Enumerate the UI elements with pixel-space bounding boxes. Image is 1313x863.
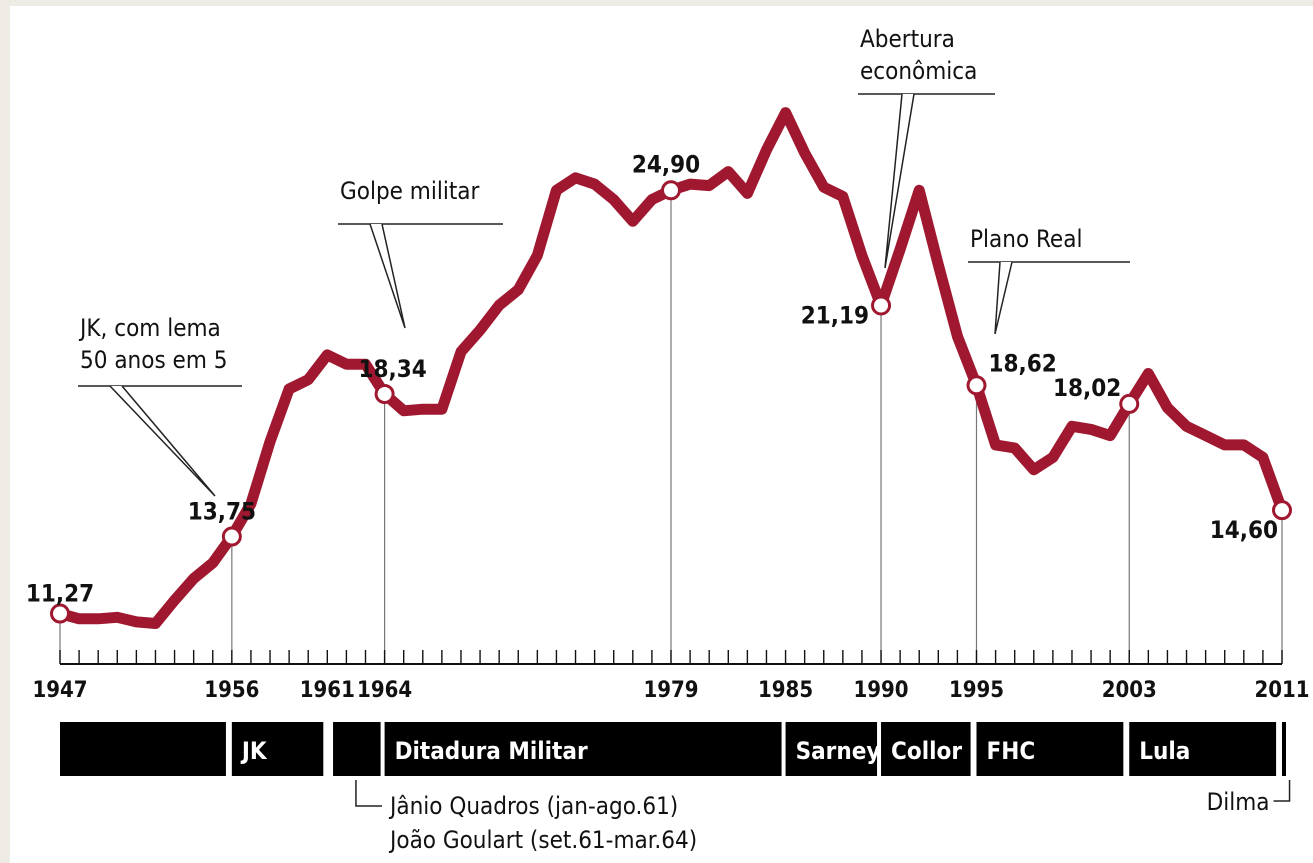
guide-lines <box>59 190 1283 664</box>
x-tick-label: 1985 <box>758 678 813 703</box>
period-label: FHC <box>987 737 1036 765</box>
data-point-marker <box>661 180 681 201</box>
x-tick-label: 1956 <box>204 678 259 703</box>
x-tick-label: 2011 <box>1254 678 1309 703</box>
x-tick-label: 1964 <box>357 678 412 703</box>
period-segment <box>333 722 381 776</box>
callout-pointer <box>369 223 406 329</box>
period-block <box>60 722 226 776</box>
data-point-marker <box>50 603 70 624</box>
period-segment <box>1282 722 1286 776</box>
period-segment: Sarney <box>785 722 881 776</box>
period-segment: Lula <box>1129 722 1277 776</box>
footnote-leader <box>355 780 382 807</box>
x-tick-label: 1979 <box>643 678 698 703</box>
period-segment: FHC <box>976 722 1124 776</box>
x-tick-label: 1990 <box>853 678 908 703</box>
footnote-leader <box>1273 780 1291 802</box>
footnote-text: João Goulart (set.61-mar.64) <box>388 826 697 854</box>
footnote-text: Jânio Quadros (jan-ago.61) <box>388 792 678 820</box>
data-label: 18,62 <box>989 349 1057 377</box>
callout: Plano Real <box>968 225 1130 335</box>
period-block <box>881 722 971 776</box>
period-segment: Ditadura Militar <box>384 722 782 776</box>
x-axis: 1947 1956 1961 1964 1979 1985 1990 1995 2003 2011 <box>32 650 1310 703</box>
data-label: 14,60 <box>1210 516 1278 544</box>
data-label: 18,02 <box>1053 374 1121 402</box>
data-label: 24,90 <box>632 150 700 178</box>
footnote-text: Dilma <box>1207 788 1270 816</box>
period-label: Collor <box>891 737 962 765</box>
callout-pointer <box>109 385 216 497</box>
period-segment: Collor <box>881 722 971 776</box>
x-tick-label: 1961 <box>300 678 355 703</box>
x-tick-label: 2003 <box>1102 678 1157 703</box>
data-point-marker <box>1272 500 1292 521</box>
data-point-marker <box>1119 393 1140 414</box>
footnotes: Jânio Quadros (jan-ago.61) João Goulart (… <box>355 780 1291 854</box>
period-bar: JK Ditadura Militar Sarney Collor FHC Lula <box>60 722 1286 776</box>
period-label: JK <box>240 737 268 765</box>
data-point-marker <box>871 295 892 316</box>
data-point-marker <box>374 383 395 404</box>
data-point-marker <box>966 375 987 396</box>
period-block <box>384 722 782 776</box>
period-label: Ditadura Militar <box>395 737 588 765</box>
period-block <box>1129 722 1277 776</box>
period-block <box>785 722 878 776</box>
callout: Abertura econômica <box>858 25 995 269</box>
period-segment: JK <box>231 722 324 776</box>
period-label: Sarney <box>796 737 881 765</box>
callout: Golpe militar <box>338 177 503 329</box>
callout-text: Golpe militar <box>340 177 480 205</box>
period-block <box>333 722 381 776</box>
data-label: 11,27 <box>26 580 94 608</box>
data-label: 21,19 <box>801 301 869 329</box>
callout-text: 50 anos em 5 <box>80 346 227 374</box>
chart: 1947 1956 1961 1964 1979 1985 1990 1995 2003 2011… <box>26 25 1310 854</box>
x-tick-label: 1947 <box>32 678 87 703</box>
data-label: 18,34 <box>358 355 426 383</box>
x-tick-label: 1995 <box>949 678 1004 703</box>
callout-text: Plano Real <box>970 225 1082 253</box>
callout-pointer <box>884 93 915 269</box>
callout: JK, com lema 50 anos em 5 <box>78 314 242 497</box>
period-segment <box>60 722 226 776</box>
data-point-marker <box>221 526 242 547</box>
data-label: 13,75 <box>188 498 256 526</box>
annotations: JK, com lema 50 anos em 5 Golpe militar Abe… <box>78 25 1130 497</box>
callout-pointer <box>994 261 1013 335</box>
callout-text: JK, com lema <box>78 314 221 342</box>
period-block <box>1282 722 1286 776</box>
period-block <box>976 722 1124 776</box>
period-label: Lula <box>1139 737 1190 765</box>
callout-text: econômica <box>860 57 977 85</box>
callout-text: Abertura <box>860 25 955 53</box>
period-block <box>231 722 324 776</box>
chart-card: 1947 1956 1961 1964 1979 1985 1990 1995 2003 2011… <box>10 6 1313 863</box>
